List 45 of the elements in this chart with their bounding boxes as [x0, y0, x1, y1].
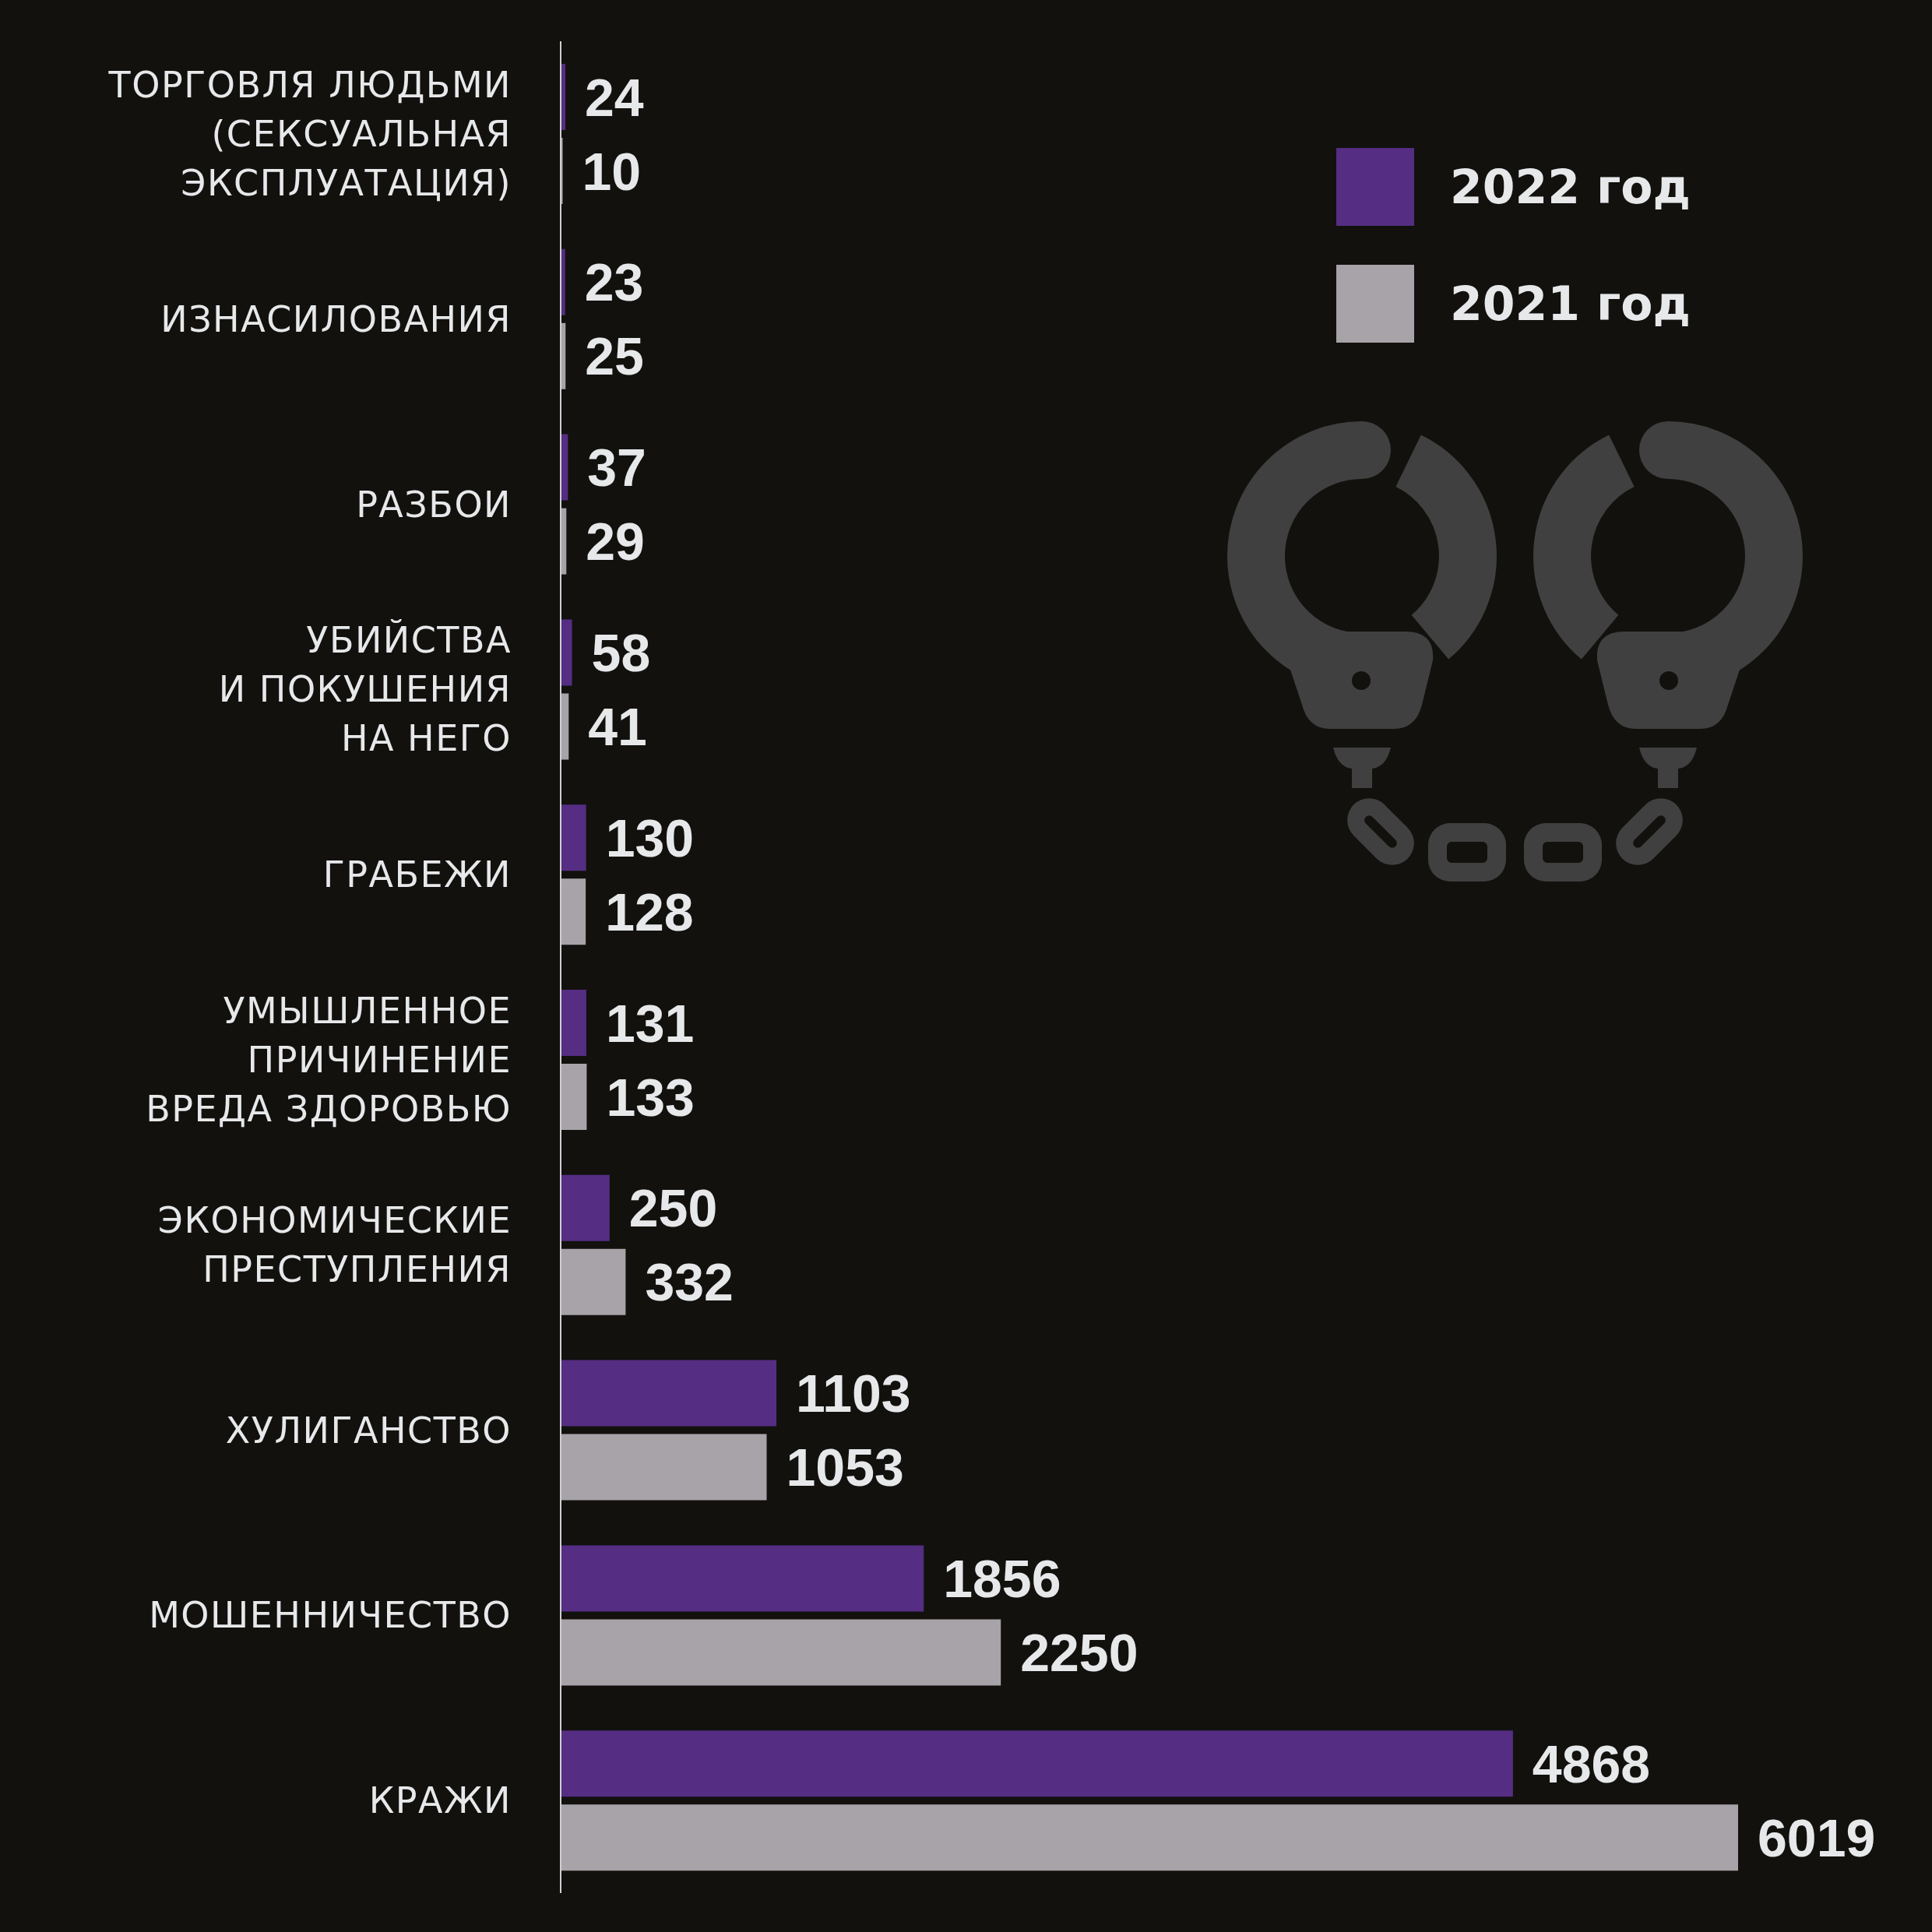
data-label: 130: [605, 808, 695, 867]
bar: [561, 1619, 1001, 1686]
bar: [561, 1730, 1513, 1797]
data-label: 332: [645, 1252, 734, 1312]
data-label: 1103: [796, 1364, 911, 1423]
bar: [561, 1174, 610, 1241]
y-tick-label: УБИЙСТВА И ПОКУШЕНИЯ НА НЕГО: [218, 619, 512, 760]
bar: [561, 804, 586, 871]
data-label: 58: [591, 623, 651, 683]
y-tick-label: ЭКОНОМИЧЕСКИЕ ПРЕСТУПЛЕНИЯ: [157, 1199, 512, 1291]
data-label: 41: [588, 697, 647, 757]
data-label: 133: [606, 1067, 695, 1127]
data-label: 25: [585, 326, 644, 386]
y-tick-label: ХУЛИГАНСТВО: [225, 1409, 512, 1452]
data-label: 131: [605, 993, 695, 1053]
y-tick-label: МОШЕННИЧЕСТВО: [149, 1594, 512, 1637]
data-label: 1856: [943, 1549, 1061, 1609]
bar: [561, 1064, 587, 1130]
data-label: 6019: [1758, 1807, 1876, 1867]
data-label: 37: [587, 438, 646, 498]
data-label: 250: [628, 1178, 718, 1238]
data-label: 29: [586, 512, 645, 572]
y-tick-label: РАЗБОИ: [356, 483, 512, 526]
bar: [561, 619, 572, 686]
bar: [561, 1248, 626, 1315]
bar: [561, 1360, 777, 1427]
bar: [561, 1804, 1738, 1871]
y-tick-label: ГРАБЕЖИ: [322, 853, 512, 896]
data-label: 23: [584, 252, 644, 312]
bar: [561, 878, 586, 945]
legend-label: 2022 год: [1450, 160, 1691, 214]
y-tick-label: ТОРГОВЛЯ ЛЮДЬМИ (СЕКСУАЛЬНАЯ ЭКСПЛУАТАЦИЯ): [107, 63, 512, 204]
data-label: 24: [585, 67, 644, 127]
data-label: 128: [605, 882, 694, 941]
legend-label: 2021 год: [1450, 276, 1691, 331]
y-tick-label: УМЫШЛЕННОЕ ПРИЧИНЕНИЕ ВРЕДА ЗДОРОВЬЮ: [146, 989, 512, 1130]
bar: [561, 990, 586, 1056]
bar: [561, 1434, 767, 1501]
y-tick-label: ИЗНАСИЛОВАНИЯ: [160, 297, 512, 340]
data-label: 2250: [1020, 1623, 1138, 1683]
data-label: 4868: [1532, 1733, 1651, 1793]
bar: [561, 1545, 924, 1612]
data-label: 1053: [786, 1438, 904, 1497]
y-tick-label: КРАЖИ: [368, 1779, 512, 1822]
data-label: 10: [582, 141, 642, 201]
